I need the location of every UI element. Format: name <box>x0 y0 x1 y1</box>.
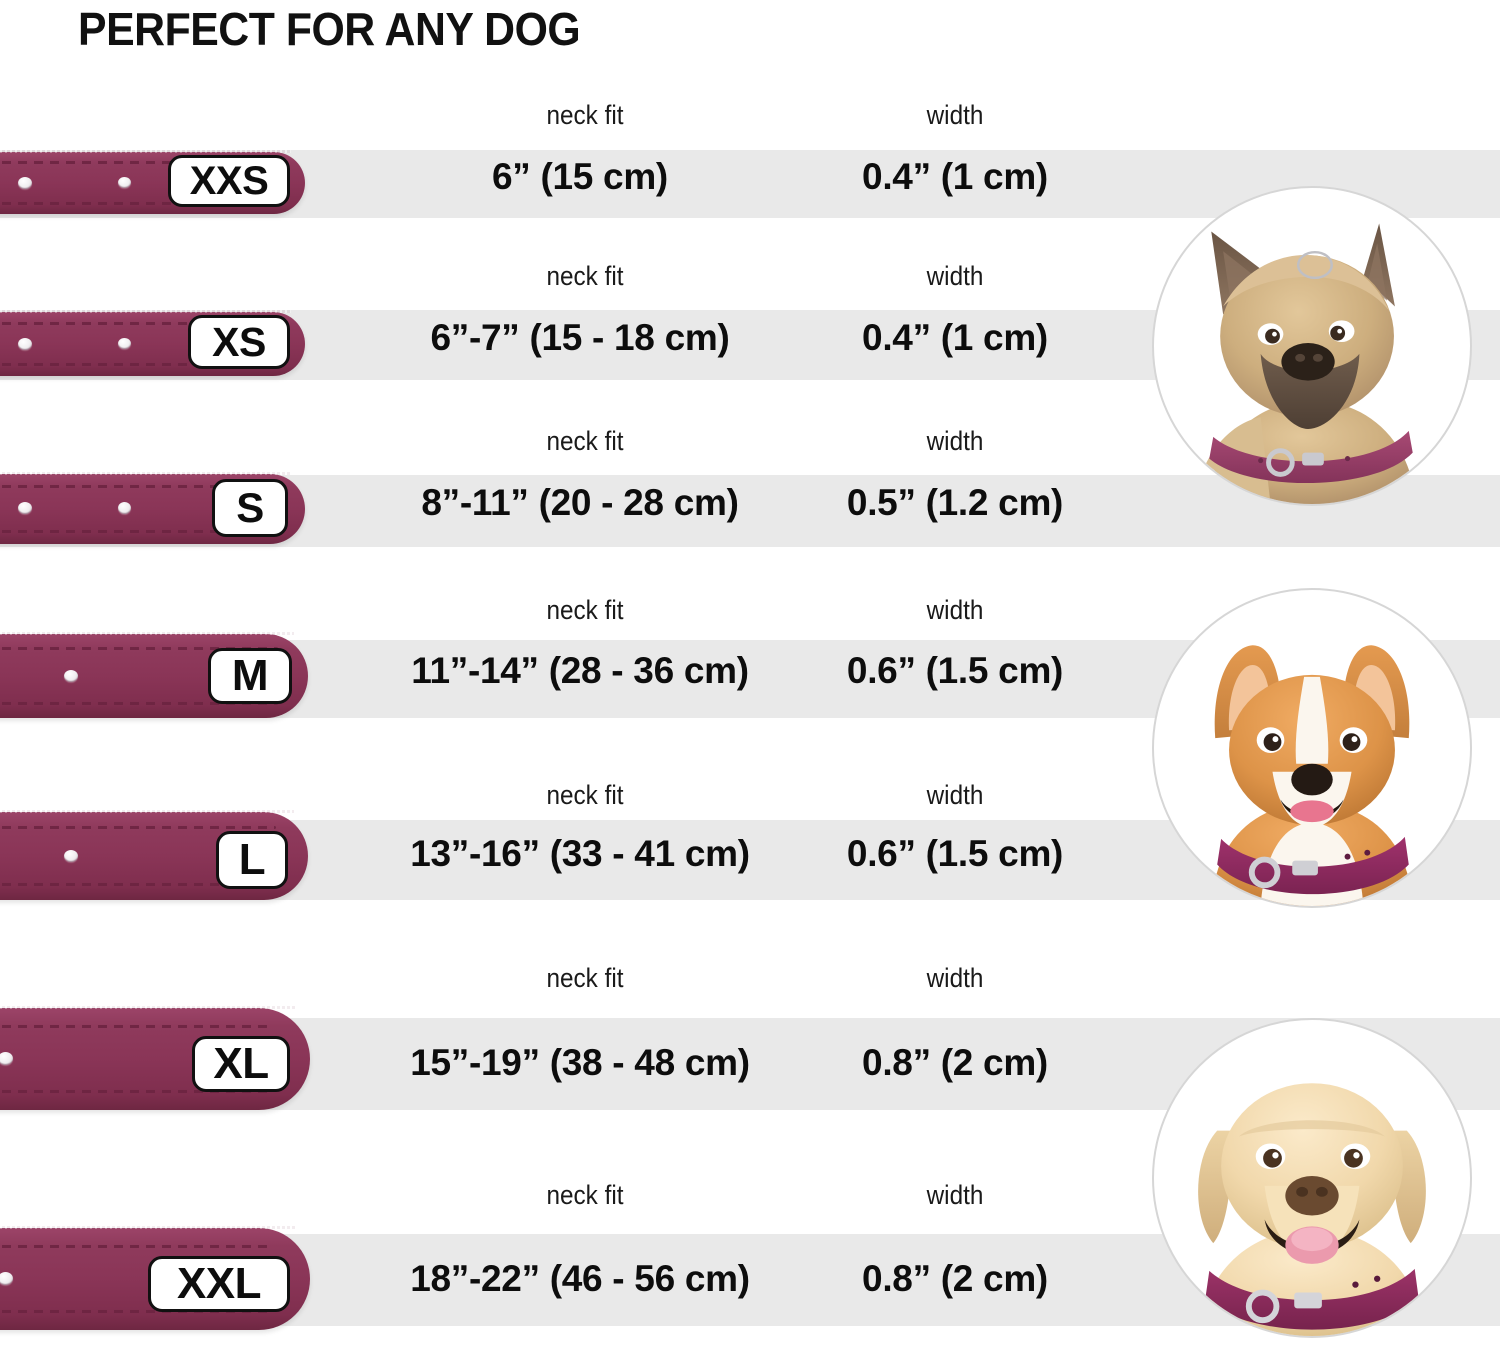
stitching <box>0 1025 268 1028</box>
punch-hole <box>118 177 131 188</box>
stitching <box>0 702 278 705</box>
stitching <box>0 202 283 205</box>
column-header-neck-fit: neck fit <box>546 100 624 130</box>
dog-photo-cairn-terrier <box>1152 186 1472 506</box>
column-header-width: width <box>926 261 984 291</box>
punch-hole <box>18 177 32 189</box>
column-header-width: width <box>926 595 984 625</box>
column-header-neck-fit: neck fit <box>546 1180 624 1210</box>
stitching <box>0 1245 268 1248</box>
column-header-width: width <box>926 100 984 130</box>
stitching <box>0 322 283 325</box>
size-badge: XL <box>192 1036 290 1092</box>
cell-neck-fit: 13”-16” (33 - 41 cm) <box>410 833 750 874</box>
cell-neck-fit: 6”-7” (15 - 18 cm) <box>430 317 730 358</box>
dog-photo-labrador <box>1152 1018 1472 1338</box>
cell-width: 0.6” (1.5 cm) <box>846 650 1064 691</box>
dog-photo-corgi <box>1152 588 1472 908</box>
column-header-width: width <box>926 1180 984 1210</box>
cell-neck-fit: 11”-14” (28 - 36 cm) <box>411 650 749 691</box>
cell-neck-fit: 6” (15 cm) <box>492 156 668 197</box>
size-badge: XXL <box>148 1256 290 1312</box>
column-header-neck-fit: neck fit <box>546 595 624 625</box>
punch-hole <box>0 1052 13 1065</box>
cell-width: 0.8” (2 cm) <box>862 1042 1048 1083</box>
stitching <box>0 161 283 164</box>
punch-hole <box>0 1272 13 1285</box>
page-title: PERFECT FOR ANY DOG <box>78 3 581 55</box>
punch-hole <box>64 850 78 862</box>
column-header-neck-fit: neck fit <box>546 261 624 291</box>
punch-hole <box>64 670 78 682</box>
size-badge: S <box>212 479 288 537</box>
stitching <box>0 1090 268 1093</box>
column-header-width: width <box>926 963 984 993</box>
corgi-illustration <box>1211 645 1413 906</box>
size-badge: L <box>216 831 288 889</box>
column-header-neck-fit: neck fit <box>546 963 624 993</box>
punch-hole <box>118 338 131 349</box>
stitching <box>0 485 281 488</box>
stitching <box>0 883 276 886</box>
stitching <box>0 1310 268 1313</box>
cell-neck-fit: 15”-19” (38 - 48 cm) <box>410 1042 750 1083</box>
stitching <box>0 363 283 366</box>
cell-width: 0.4” (1 cm) <box>862 317 1048 358</box>
column-header-width: width <box>926 426 984 456</box>
cell-width: 0.8” (2 cm) <box>862 1258 1048 1299</box>
cell-width: 0.6” (1.5 cm) <box>846 833 1064 874</box>
labrador-illustration <box>1198 1083 1426 1336</box>
cell-width: 0.4” (1 cm) <box>862 156 1048 197</box>
stitching <box>0 826 276 829</box>
punch-hole <box>18 502 32 514</box>
cell-neck-fit: 18”-22” (46 - 56 cm) <box>410 1258 750 1299</box>
stitching <box>0 647 278 650</box>
cell-width: 0.5” (1.2 cm) <box>846 482 1064 523</box>
cairn-terrier-illustration <box>1193 223 1416 504</box>
punch-hole <box>18 338 32 350</box>
column-header-neck-fit: neck fit <box>546 780 624 810</box>
size-badge: M <box>208 648 292 704</box>
size-badge: XXS <box>168 155 290 207</box>
stitching <box>0 530 281 533</box>
column-header-width: width <box>926 780 984 810</box>
size-badge: XS <box>188 315 290 369</box>
punch-hole <box>118 502 131 514</box>
cell-neck-fit: 8”-11” (20 - 28 cm) <box>421 482 739 523</box>
column-header-neck-fit: neck fit <box>546 426 624 456</box>
